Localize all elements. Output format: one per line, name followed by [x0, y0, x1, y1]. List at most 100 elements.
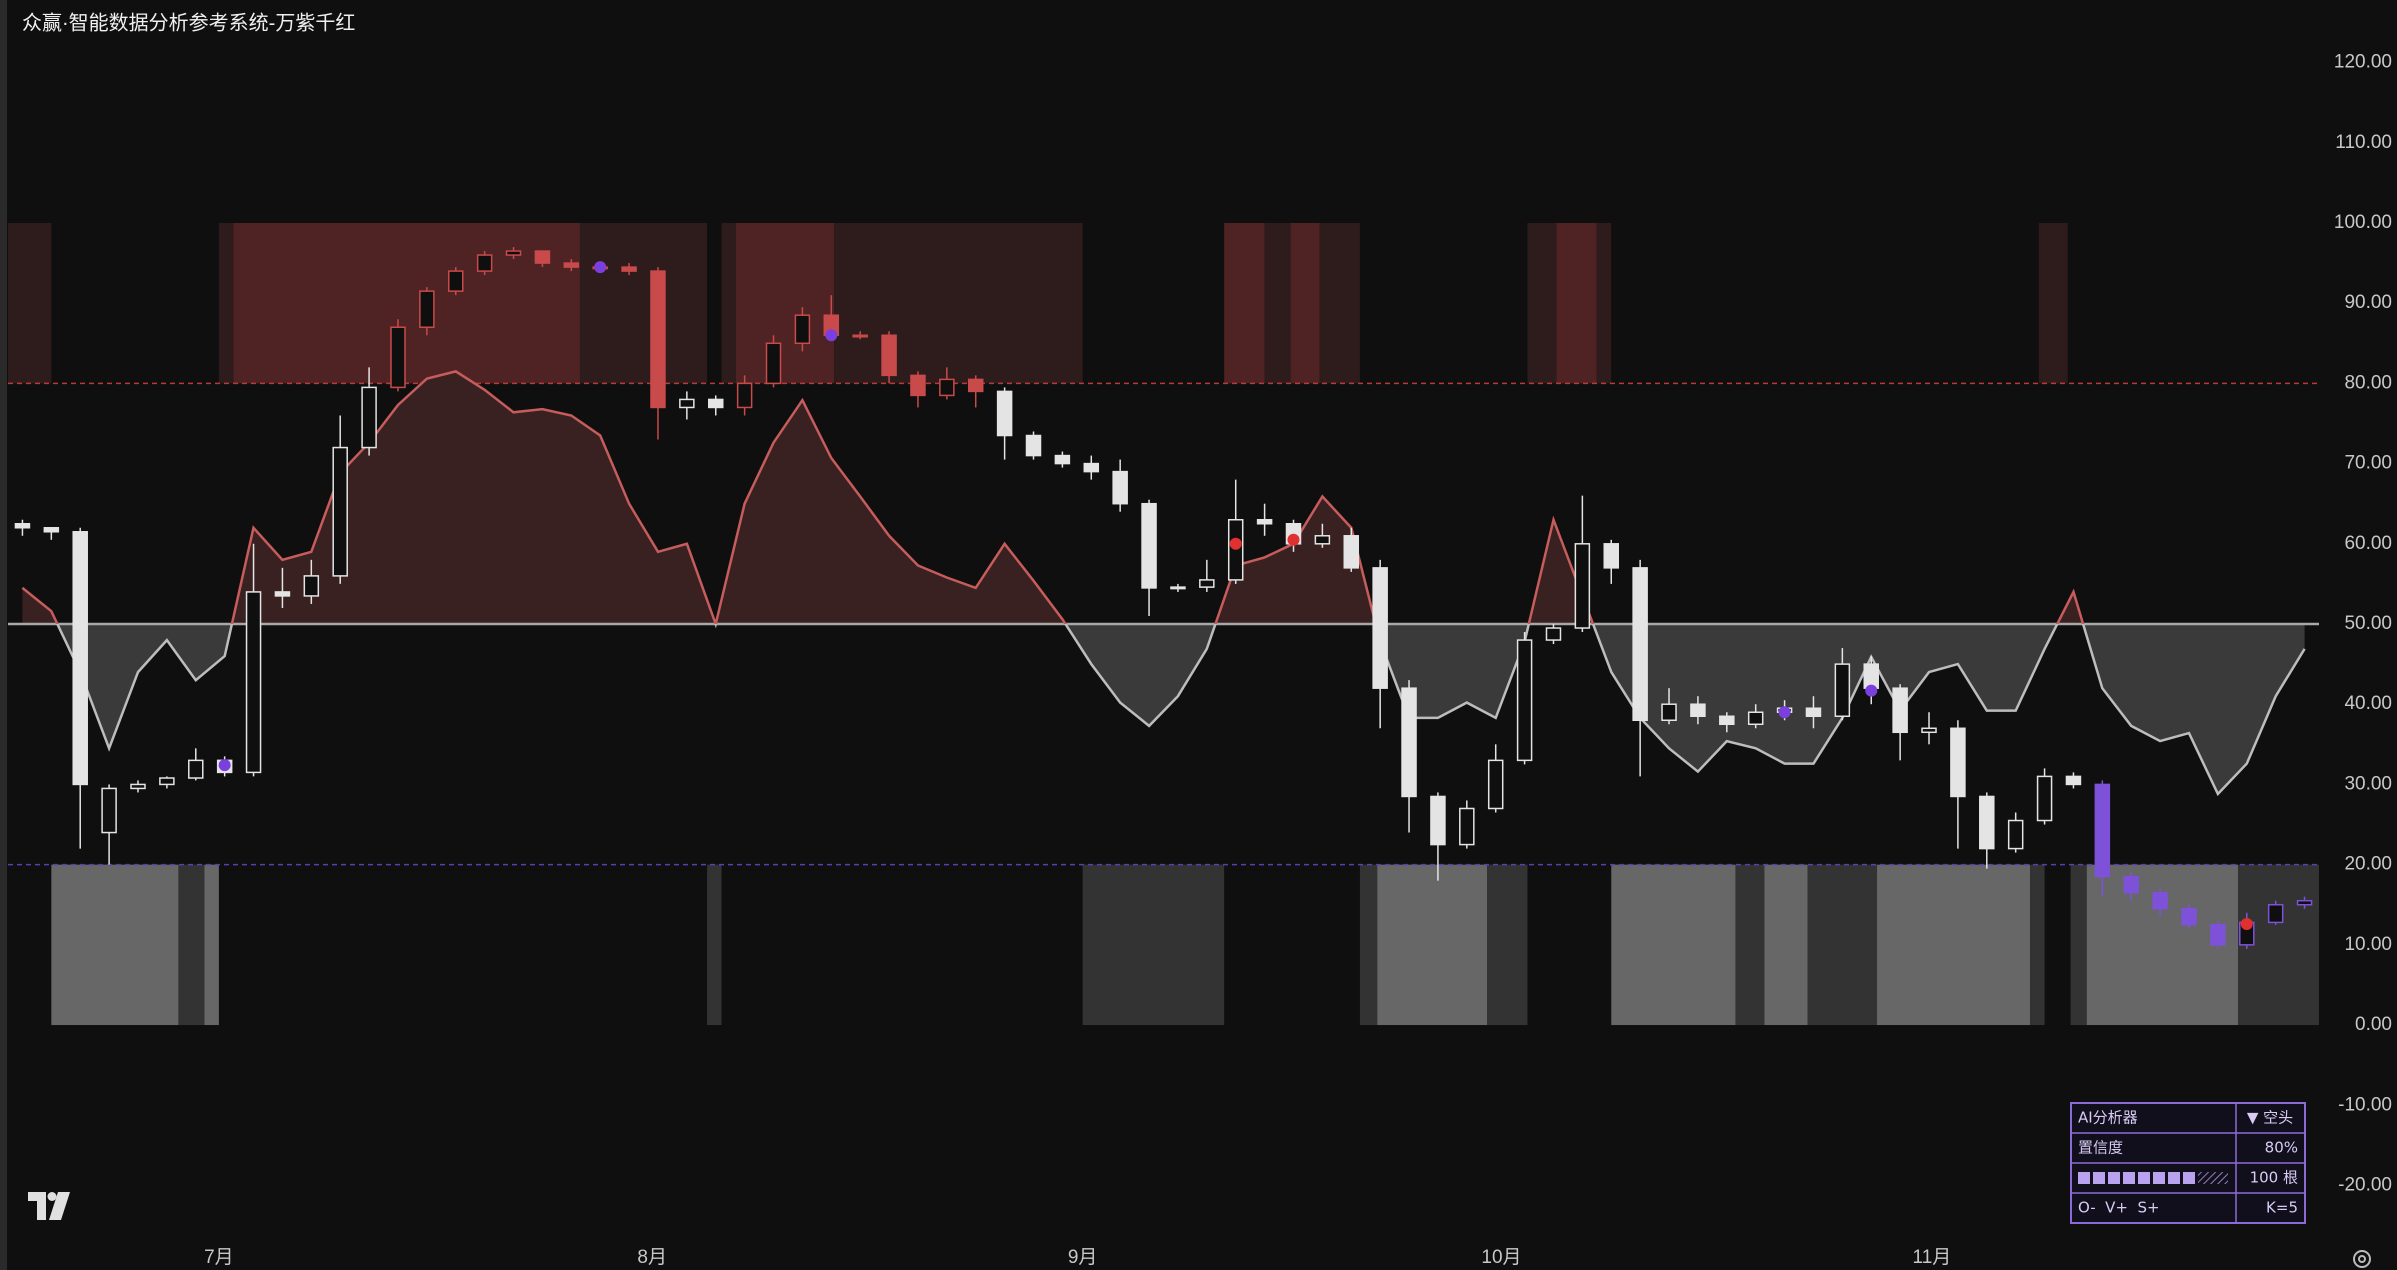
y-tick-label: 20.00	[2344, 854, 2392, 875]
y-tick-label: 80.00	[2344, 372, 2392, 393]
candle-body	[967, 378, 984, 393]
band-zone	[1764, 864, 1808, 1026]
candle-body	[996, 390, 1013, 437]
candle-body	[14, 523, 31, 529]
candle-body	[1950, 727, 1966, 798]
candle-body	[765, 342, 782, 385]
panel-value: ▼ 空头	[2247, 1109, 2293, 1127]
meter-cell	[2123, 1172, 2135, 1184]
candle-body	[563, 262, 580, 268]
candle-body	[2152, 891, 2168, 910]
meter-cell	[2138, 1172, 2150, 1184]
candle-body	[361, 386, 377, 449]
candle-body	[1141, 502, 1157, 589]
candle-body	[939, 378, 955, 397]
candle-body	[2036, 775, 2053, 822]
band-zone	[2030, 864, 2045, 1026]
candle-body	[390, 326, 406, 389]
candle-body	[1199, 579, 1215, 588]
meter-cell	[2168, 1172, 2180, 1184]
candle-body	[1256, 518, 1273, 525]
candle-body	[419, 290, 435, 328]
candle-body	[505, 250, 522, 256]
settings-icon[interactable]	[2353, 1250, 2371, 1268]
band-zone	[218, 222, 234, 384]
panel-value: 80%	[2265, 1139, 2298, 1157]
oscillator-line-above	[21, 370, 2085, 625]
y-tick-label: 100.00	[2334, 212, 2392, 233]
band-zone	[51, 864, 179, 1026]
candle-body	[303, 575, 320, 597]
candle-body	[159, 777, 175, 786]
candle-body	[679, 398, 695, 409]
candle-body	[448, 270, 464, 292]
candle-body	[1401, 687, 1417, 798]
band-zone	[1319, 222, 1360, 384]
candle-body	[1025, 434, 1042, 457]
candle-body	[43, 527, 60, 533]
candle-body	[2065, 775, 2082, 786]
band-zone	[1224, 222, 1265, 384]
candle-body	[1459, 807, 1475, 846]
candle-body	[1227, 518, 1244, 581]
y-tick-label: 110.00	[2335, 132, 2392, 153]
band-zone	[1556, 222, 1597, 384]
y-tick-label: 60.00	[2344, 533, 2392, 554]
x-tick-label: 7月	[204, 1247, 234, 1268]
signal-dot	[825, 329, 838, 342]
candle-body	[621, 266, 637, 272]
candle-body	[1632, 567, 1648, 722]
chart-title: 众赢·智能数据分析参考系统-万紫千红	[22, 11, 355, 34]
plot-area	[8, 222, 2319, 1026]
meter-cell	[2183, 1172, 2195, 1184]
candle-body	[707, 398, 724, 409]
band-zone	[1290, 222, 1320, 384]
candle-body	[1921, 727, 1937, 734]
band-zone	[1527, 222, 1557, 384]
meter-cell	[2108, 1172, 2120, 1184]
candle-body	[1805, 707, 1822, 717]
candle-body	[1863, 663, 1879, 689]
panel-label: O- V+ S+	[2078, 1199, 2160, 1217]
band-zone	[707, 864, 722, 1026]
candle-body	[130, 783, 146, 790]
candle-body	[910, 374, 926, 397]
candle-body	[188, 759, 204, 779]
band-zone	[1377, 864, 1488, 1026]
y-tick-label: 90.00	[2344, 292, 2392, 313]
gear-hub[interactable]	[2358, 1255, 2366, 1263]
candle-body	[852, 334, 868, 338]
y-tick-label: 30.00	[2344, 773, 2392, 794]
y-tick-label: 50.00	[2344, 613, 2392, 634]
candle-body	[1430, 795, 1446, 846]
candle-body	[1603, 543, 1620, 569]
logo-part	[47, 1192, 57, 1201]
candle-body	[1719, 715, 1735, 726]
candle-body	[736, 382, 753, 409]
band-zone	[1877, 864, 2031, 1026]
candle-body	[881, 334, 897, 377]
y-tick-label: -10.00	[2338, 1094, 2392, 1115]
candle-body	[650, 270, 666, 409]
candle-body	[1372, 567, 1388, 689]
candle-body	[1054, 454, 1071, 465]
band-zone	[8, 222, 52, 384]
gear[interactable]	[2353, 1250, 2371, 1268]
candle-body	[1834, 663, 1851, 717]
x-tick-label: 8月	[637, 1247, 667, 1268]
candle-body	[101, 787, 117, 834]
candle-body	[1487, 759, 1504, 810]
candle-body	[1516, 639, 1533, 762]
candle-body	[2181, 907, 2197, 926]
meter-cell	[2153, 1172, 2165, 1184]
band-zone	[1359, 864, 1378, 1026]
candle-body	[2210, 924, 2226, 946]
band-zone	[834, 222, 1083, 384]
x-tick-label: 9月	[1068, 1247, 1098, 1268]
candle-body	[794, 314, 811, 345]
candle-body	[1314, 535, 1331, 545]
candle-body	[1112, 470, 1128, 505]
band-zone	[2038, 222, 2068, 384]
candle-body	[1545, 627, 1562, 641]
